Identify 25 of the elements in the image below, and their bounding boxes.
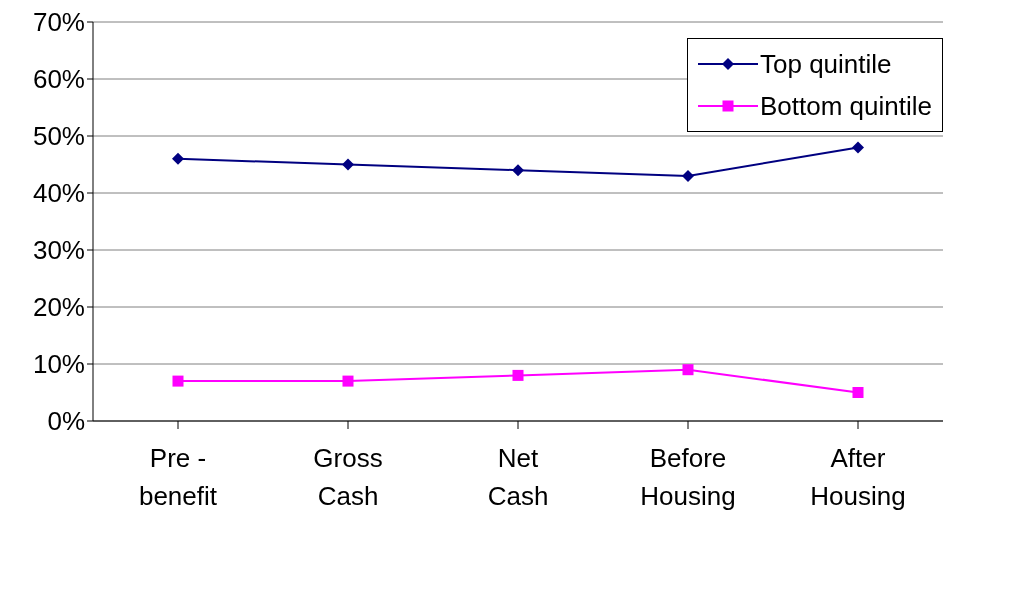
y-tick-label: 20% xyxy=(32,292,85,323)
point xyxy=(342,158,354,171)
point xyxy=(512,369,524,381)
point xyxy=(172,152,184,165)
y-tick-label: 10% xyxy=(32,349,85,380)
x-tick-label: After Housing xyxy=(810,443,906,511)
x-tick-label: Pre - benefit xyxy=(138,443,218,511)
x-tick-label: Before Housing xyxy=(640,443,736,511)
point xyxy=(852,387,864,398)
point xyxy=(682,169,694,182)
y-tick-label: 70% xyxy=(32,7,85,38)
legend-label: Top quintile xyxy=(760,48,892,80)
point xyxy=(682,364,694,376)
point xyxy=(512,164,524,177)
point xyxy=(342,375,354,387)
point xyxy=(172,375,184,387)
y-tick-label: 60% xyxy=(32,64,85,95)
x-tick-label: Net Cash xyxy=(487,443,549,511)
y-tick-label: 30% xyxy=(32,235,85,266)
y-tick-label: 0% xyxy=(47,406,85,437)
legend-label: Bottom quintile xyxy=(760,90,932,122)
y-tick-label: 50% xyxy=(32,121,85,152)
x-tick-label: Gross Cash xyxy=(313,443,383,511)
y-tick-label: 40% xyxy=(32,178,85,209)
point xyxy=(852,141,864,154)
